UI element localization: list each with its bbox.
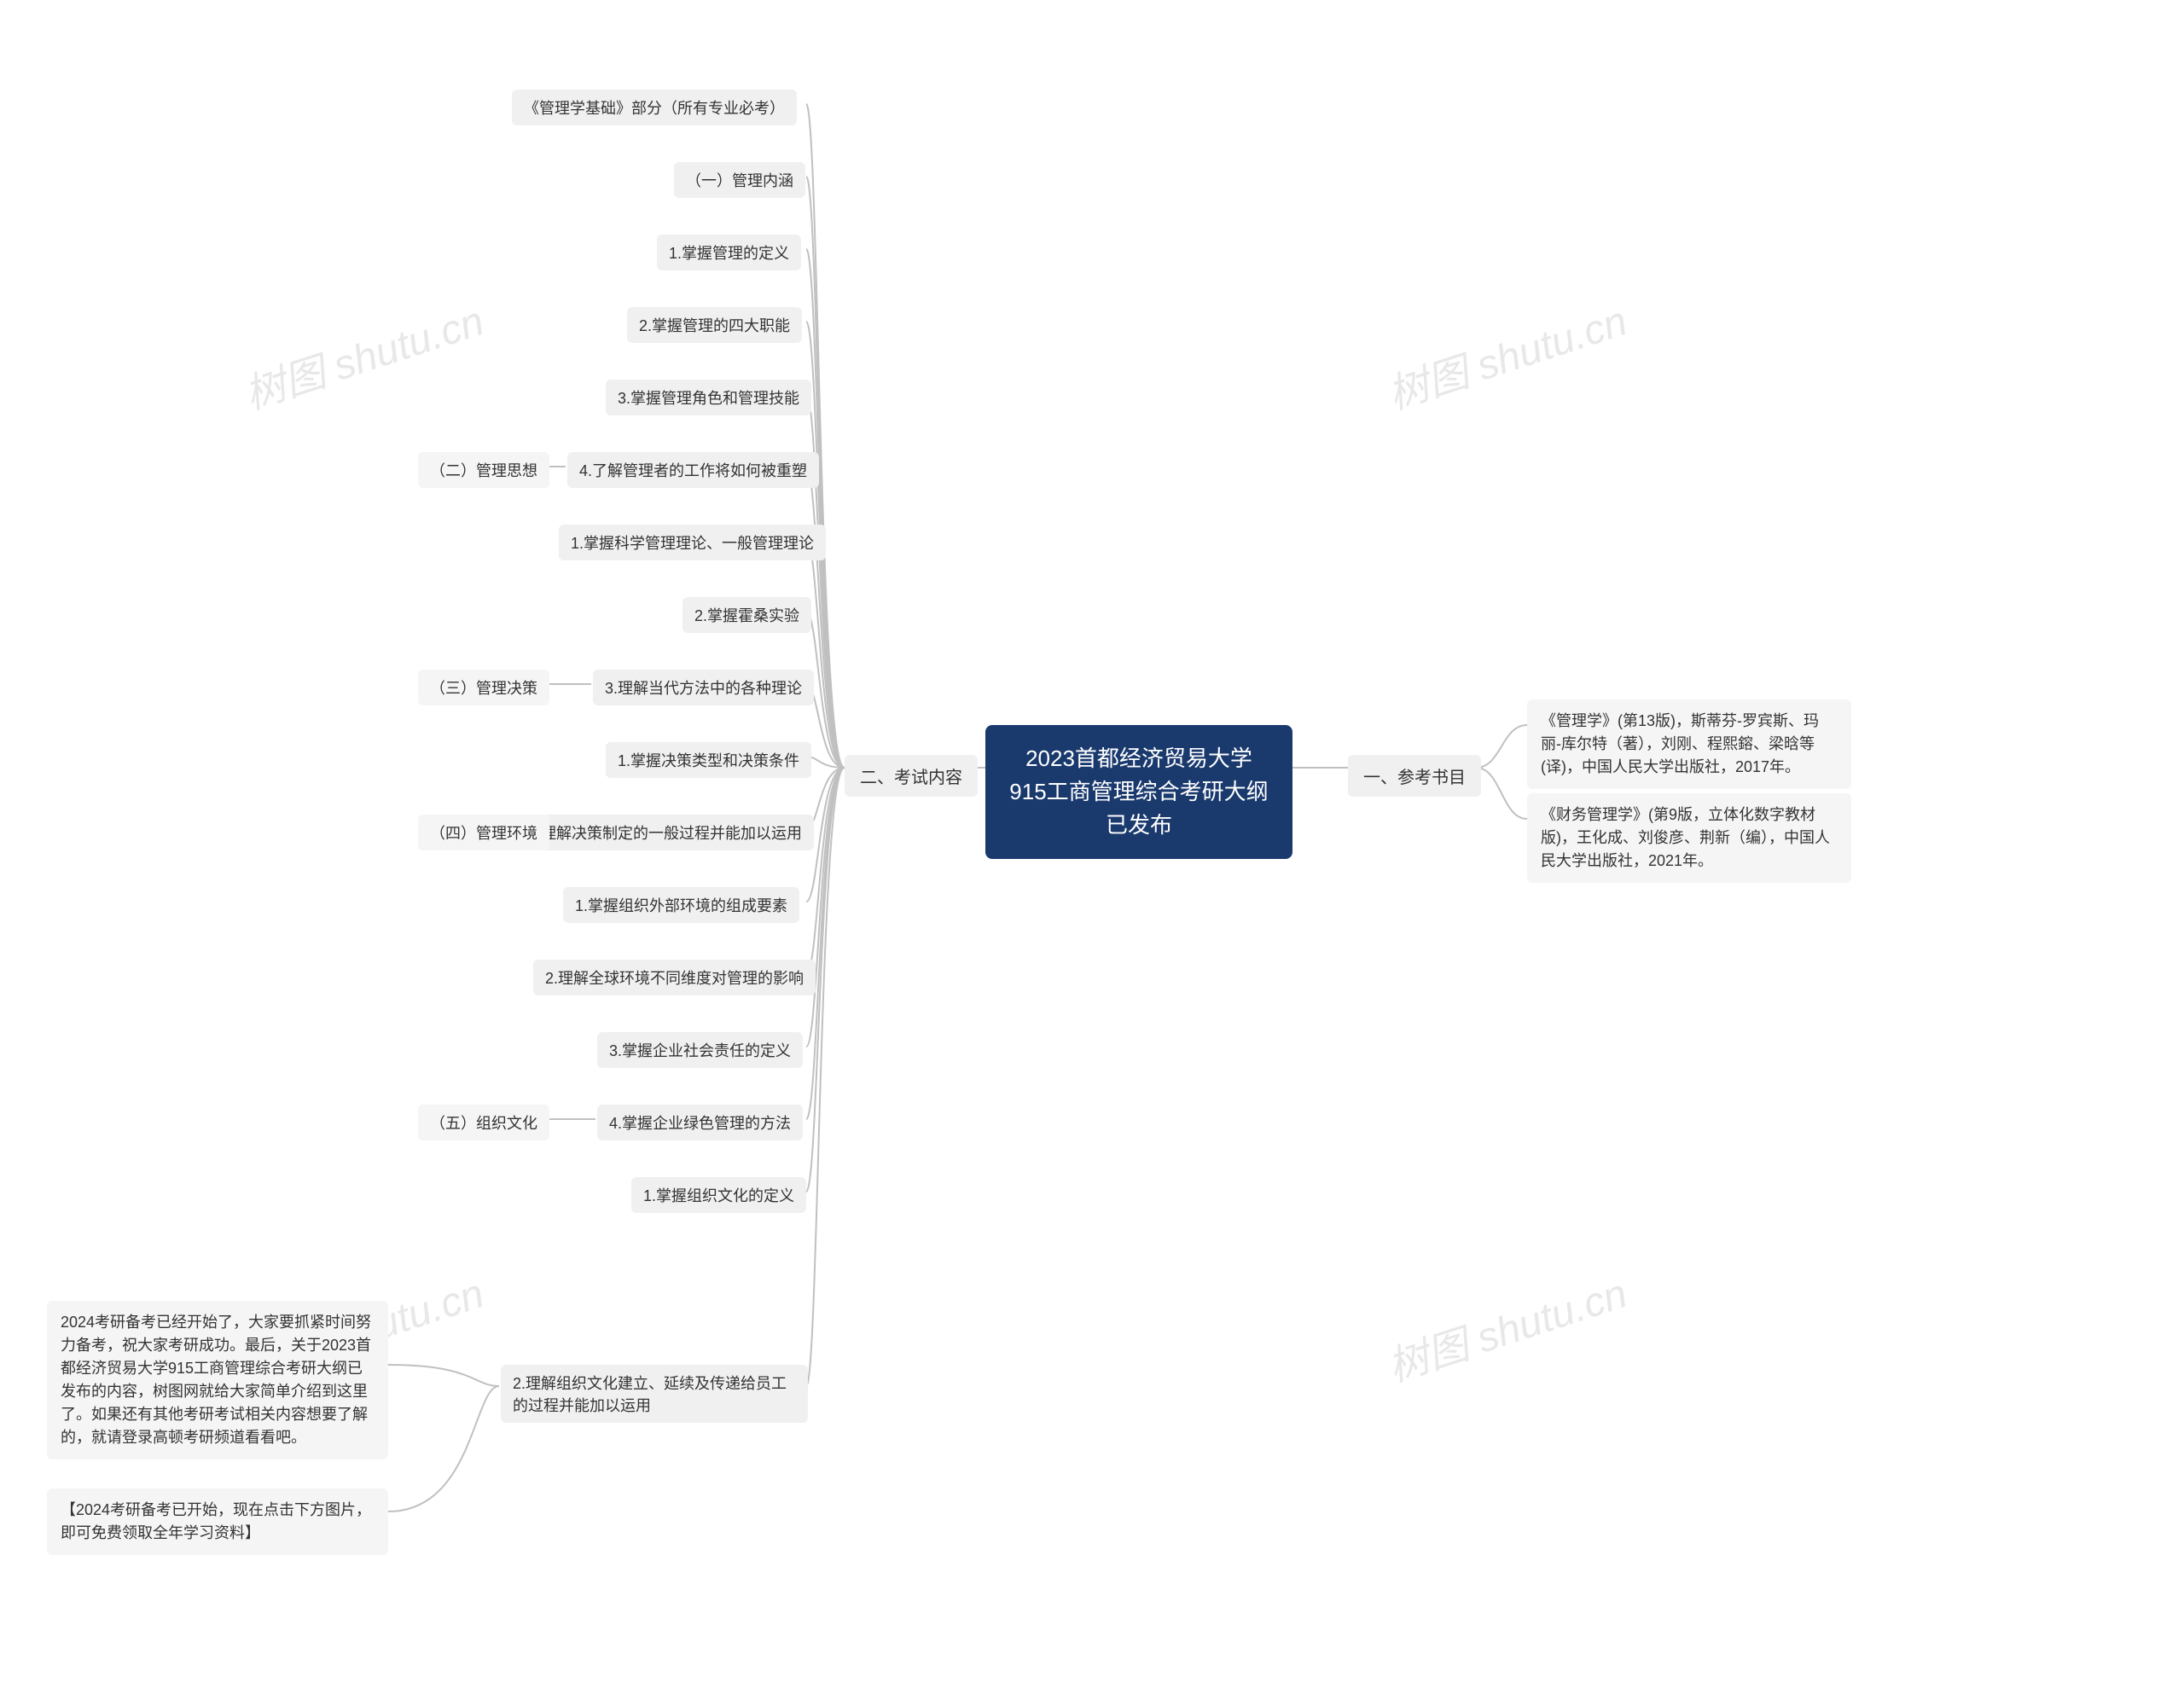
exam-item: 2.理解全球环境不同维度对管理的影响 (533, 960, 816, 995)
exam-item: 3.掌握管理角色和管理技能 (606, 380, 811, 415)
exam-item: 4.掌握企业绿色管理的方法 (597, 1105, 803, 1140)
exam-item: 2.掌握霍桑实验 (682, 597, 811, 633)
section-label: （二）管理思想 (418, 452, 549, 488)
section-label: （三）管理决策 (418, 670, 549, 705)
watermark: 树图 shutu.cn (1379, 287, 1633, 421)
exam-item: 2.掌握管理的四大职能 (627, 307, 802, 343)
watermark: 树图 shutu.cn (1379, 1260, 1633, 1393)
section-label: （四）管理环境 (418, 815, 549, 850)
exam-item: 3.理解当代方法中的各种理论 (593, 670, 814, 705)
right-branch-title: 一、参考书目 (1348, 755, 1481, 797)
exam-item: 4.了解管理者的工作将如何被重塑 (567, 452, 819, 488)
center-node: 2023首都经济贸易大学915工商管理综合考研大纲已发布 (985, 725, 1292, 859)
exam-item: 《管理学基础》部分（所有专业必考） (512, 90, 797, 125)
section-label: （五）组织文化 (418, 1105, 549, 1140)
exam-item: 1.掌握科学管理理论、一般管理理论 (559, 525, 826, 560)
exam-item: 3.掌握企业社会责任的定义 (597, 1032, 803, 1068)
note-paragraph: 【2024考研备考已开始，现在点击下方图片，即可免费领取全年学习资料】 (47, 1488, 388, 1555)
exam-item: 2.理解组织文化建立、延续及传递给员工的过程并能加以运用 (501, 1365, 808, 1423)
exam-item: 1.掌握组织外部环境的组成要素 (563, 887, 799, 923)
book-reference-1: 《管理学》(第13版)，斯蒂芬-罗宾斯、玛丽-库尔特（著），刘刚、程熙鎔、梁晗等… (1527, 699, 1851, 789)
left-branch-title: 二、考试内容 (845, 755, 978, 797)
exam-item: 1.掌握组织文化的定义 (631, 1177, 806, 1213)
note-paragraph: 2024考研备考已经开始了，大家要抓紧时间努力备考，祝大家考研成功。最后，关于2… (47, 1301, 388, 1459)
exam-item: 1.掌握管理的定义 (657, 235, 801, 270)
book-reference-2: 《财务管理学》(第9版，立体化数字教材版)，王化成、刘俊彦、荆新（编），中国人民… (1527, 793, 1851, 883)
exam-item: 2.理解决策制定的一般过程并能加以运用 (516, 815, 814, 850)
exam-item: （一）管理内涵 (674, 162, 805, 198)
watermark: 树图 shutu.cn (235, 287, 490, 421)
exam-item: 1.掌握决策类型和决策条件 (606, 742, 811, 778)
